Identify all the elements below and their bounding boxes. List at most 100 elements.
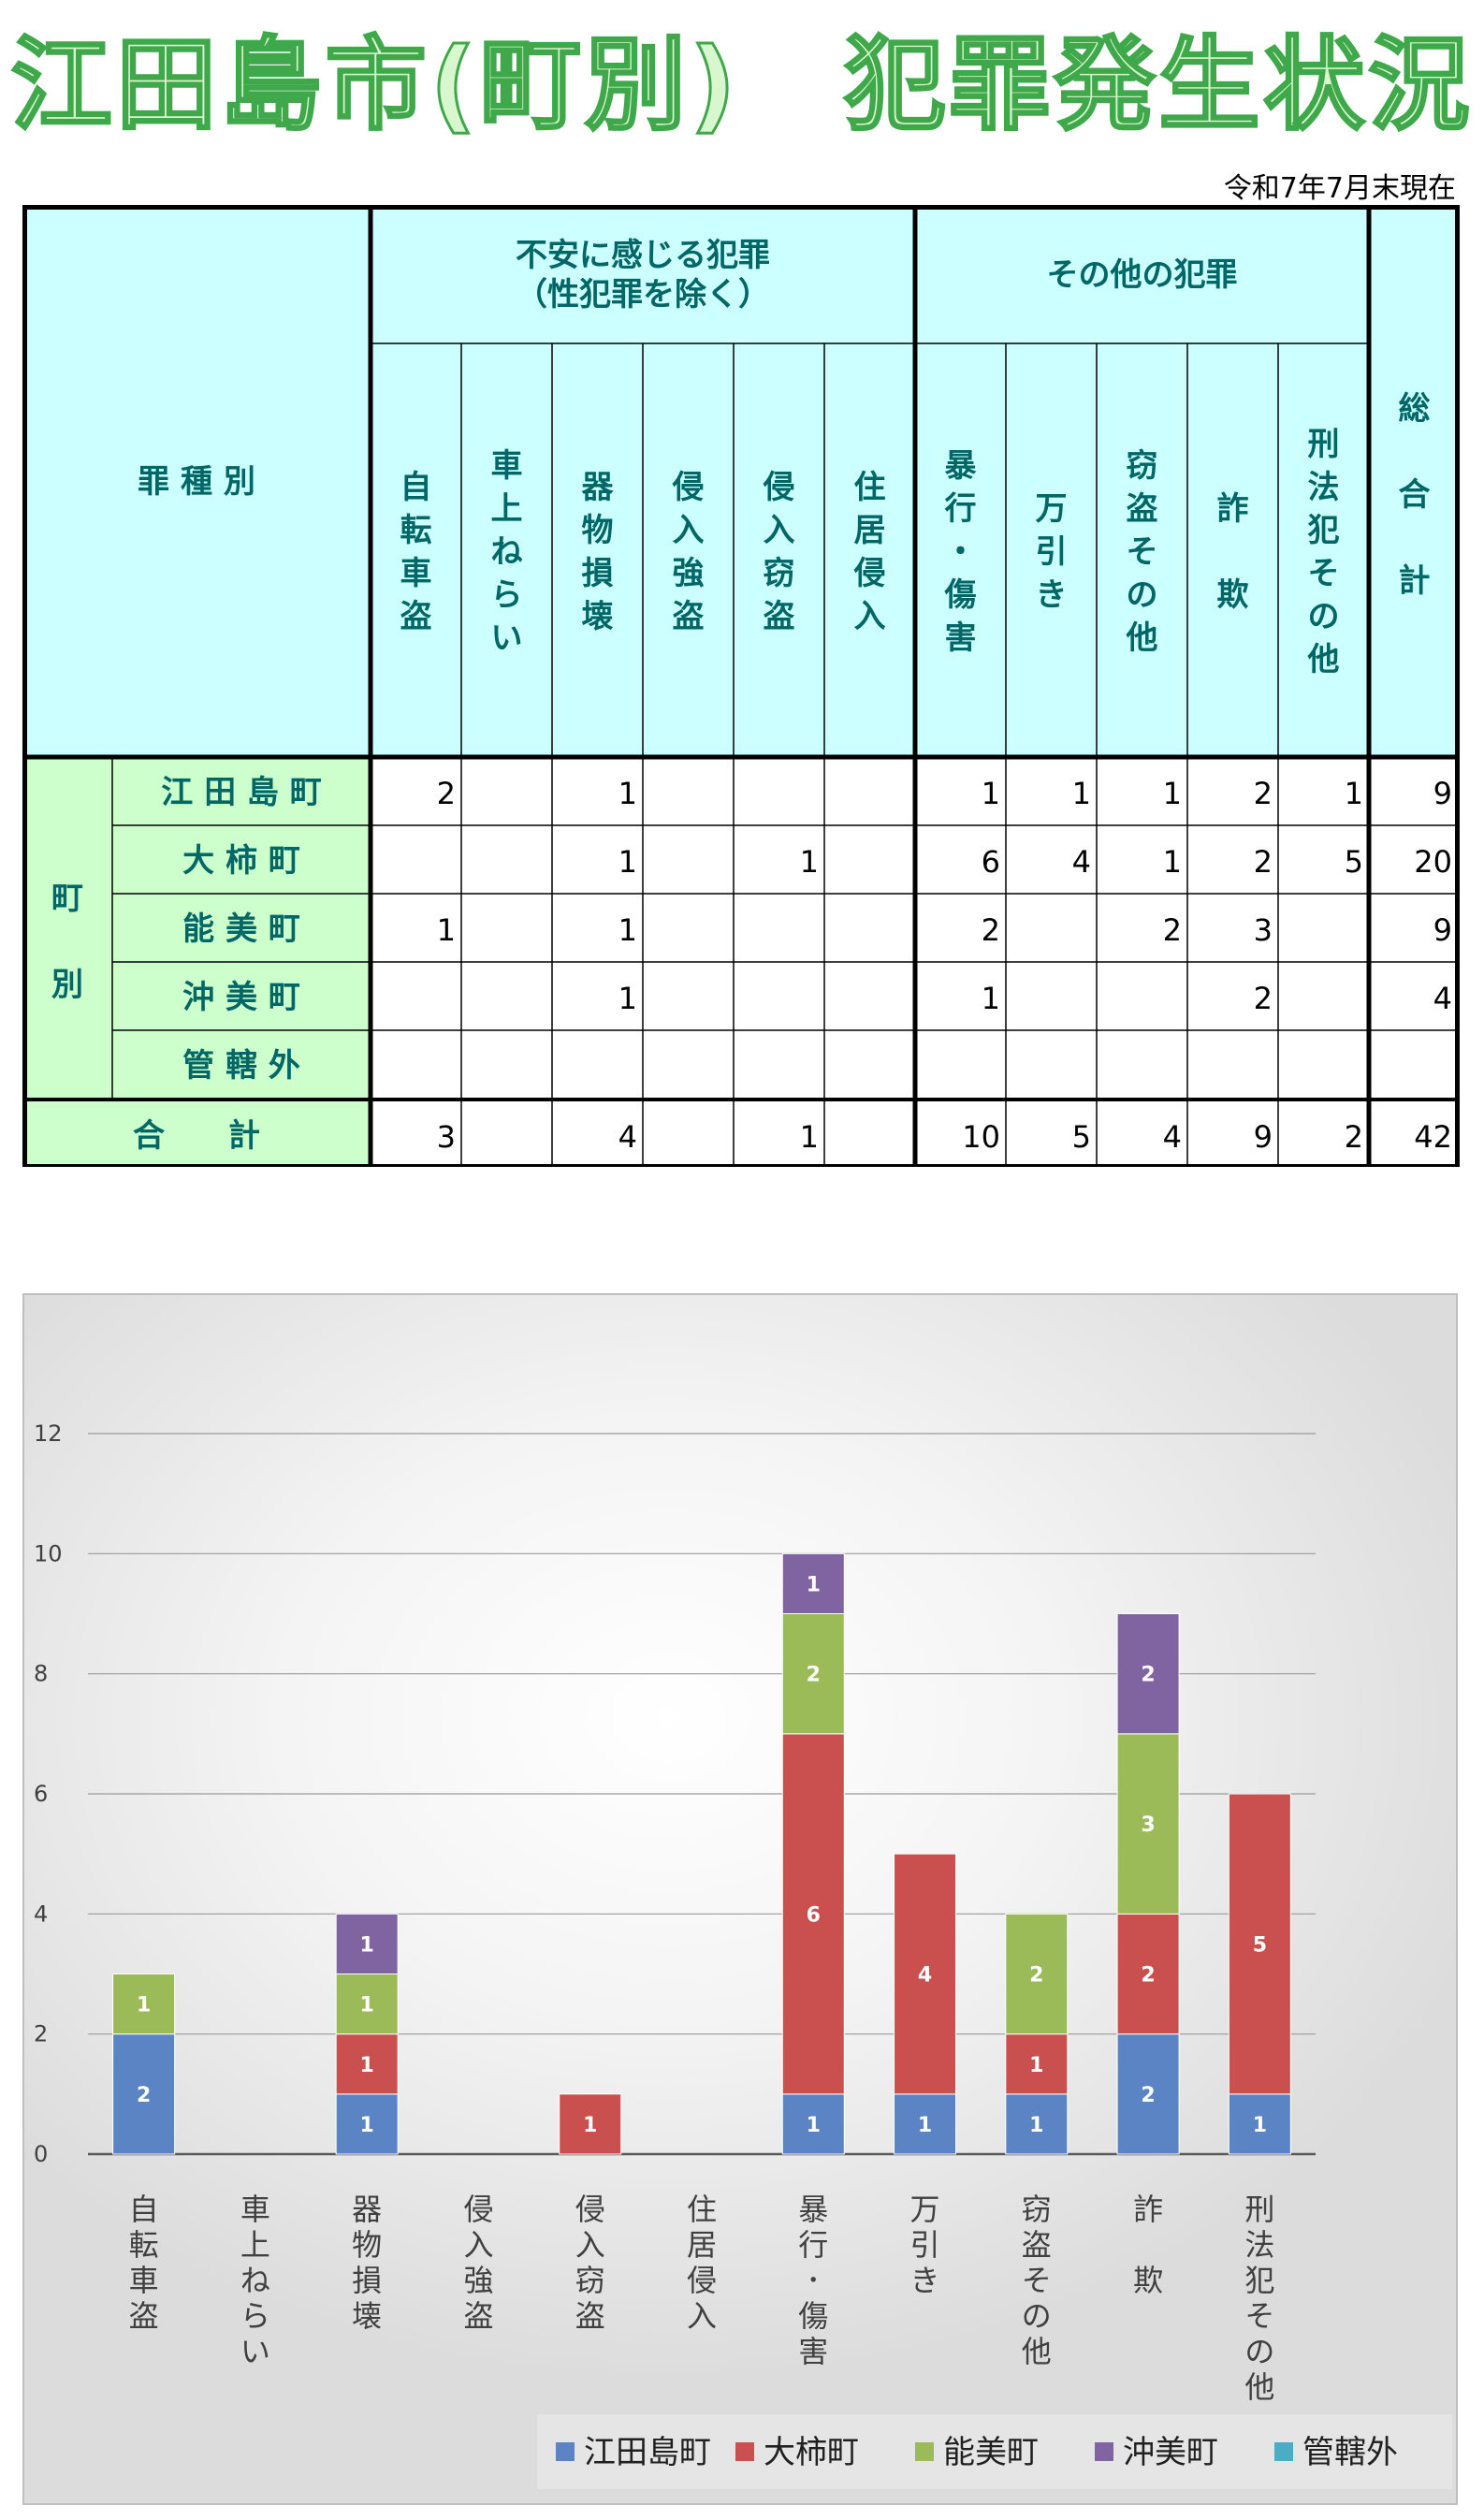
bar-data-label: 1 [918, 2114, 932, 2137]
bar-data-label: 5 [1253, 1933, 1267, 1957]
bar-data-label: 1 [360, 1933, 374, 1957]
legend-label: 管轄外 [1302, 2434, 1398, 2471]
bar-segment [781, 1613, 845, 1735]
y-tick-label: 0 [34, 2141, 48, 2167]
table-cell-value: 3 [437, 1119, 456, 1155]
table-cell-value: 10 [962, 1119, 1000, 1155]
bar-data-label: 4 [918, 1964, 932, 1988]
bar-segment [781, 1733, 845, 2095]
bar-segment [559, 2093, 622, 2155]
column-header: 自転車盗 [400, 469, 432, 635]
group-header: 不安に感じる犯罪（性犯罪を除く） [516, 237, 770, 313]
row-label: 沖 美 町 [182, 979, 300, 1016]
table-cell-value: 2 [1254, 981, 1273, 1016]
legend: 江田島町 大柿町 能美町 沖美町 管轄外 [537, 2414, 1452, 2489]
bar-data-label: 2 [137, 2084, 151, 2107]
legend-swatch [1095, 2442, 1113, 2461]
total-header: 総合計 [1399, 390, 1431, 600]
table-cell-value: 1 [1072, 776, 1091, 811]
table-cell-value: 2 [1254, 776, 1273, 811]
legend-label: 沖美町 [1123, 2434, 1218, 2471]
sum-row-label: 合 計 [133, 1117, 260, 1155]
legend-label: 能美町 [943, 2434, 1039, 2471]
row-total-value: 9 [1433, 776, 1452, 811]
column-header: 器物損壊 [582, 469, 615, 635]
x-tick-label: 侵入窃盗 [575, 2192, 605, 2334]
table-cell-value: 4 [618, 1119, 637, 1155]
x-tick-label: 住居侵入 [687, 2192, 717, 2334]
corner-label: 罪 種 別 [138, 463, 255, 501]
x-tick-label: 車上ねらい [240, 2192, 270, 2369]
legend-swatch [556, 2442, 575, 2461]
table-cell-value: 2 [1345, 1119, 1363, 1155]
group-header: その他の犯罪 [1047, 256, 1238, 294]
column-header: 暴行・傷害 [944, 447, 977, 657]
crime-table: 罪 種 別 不安に感じる犯罪（性犯罪を除く） その他の犯罪自転車盗 車上ねらい 器物損壊… [22, 205, 1460, 1171]
table-cell-value: 1 [618, 981, 637, 1016]
bar-segment [1228, 2093, 1291, 2155]
as-of-date: 令和7年7月末現在 [1223, 172, 1456, 205]
bar-data-label: 1 [807, 1573, 821, 1596]
bar-segment [1005, 2033, 1069, 2095]
column-header: 侵入窃盗 [763, 469, 795, 635]
x-tick-label: 窃盗その他 [1022, 2192, 1052, 2369]
table-header-bg [22, 205, 1460, 757]
legend-swatch [735, 2442, 754, 2461]
legend-label: 江田島町 [584, 2434, 711, 2471]
bar-segment [781, 2093, 845, 2155]
table-cell-value: 1 [618, 844, 637, 880]
bar-segment [1116, 1733, 1180, 1915]
bar-segment [894, 2093, 957, 2155]
bar-data-label: 6 [807, 1903, 821, 1927]
bar-data-label: 2 [1141, 2084, 1155, 2107]
bar-segment [1116, 1613, 1180, 1735]
table-cell-value: 1 [618, 912, 637, 948]
table-cell-value: 3 [1254, 912, 1273, 948]
bar-segment [112, 1974, 176, 2035]
y-tick-label: 6 [34, 1781, 48, 1807]
bar-segment [1116, 2033, 1180, 2155]
legend-label: 大柿町 [764, 2434, 859, 2471]
x-tick-label: 詐欺 [1133, 2192, 1163, 2298]
bar-segment [1228, 1793, 1291, 2095]
bar-data-label: 2 [1141, 1964, 1155, 1988]
table-cell-value: 9 [1254, 1119, 1273, 1155]
y-tick-label: 12 [34, 1420, 63, 1447]
table-cell-value: 4 [1163, 1119, 1182, 1155]
y-tick-label: 2 [34, 2021, 48, 2047]
x-tick-label: 刑法犯その他 [1244, 2192, 1274, 2405]
bar-segment [335, 1913, 399, 1974]
bar-segment [112, 2033, 176, 2155]
bar-segment [335, 2033, 399, 2095]
bar-data-label: 1 [1029, 2114, 1043, 2137]
bar-data-label: 1 [583, 2114, 597, 2137]
legend-swatch [1274, 2442, 1293, 2461]
bar-data-label: 1 [807, 2114, 821, 2137]
bar-segment [1005, 2093, 1069, 2155]
table-cell-value: 2 [982, 912, 1000, 948]
table-cell-value: 1 [982, 776, 1000, 811]
column-header: 住居侵入 [853, 469, 886, 635]
x-tick-label: 器物損壊 [352, 2192, 382, 2334]
table-cell-value: 1 [1345, 776, 1363, 811]
table-cell-value: 1 [618, 776, 637, 811]
bar-data-label: 2 [1141, 1664, 1155, 1687]
x-tick-label: 暴行･傷害 [798, 2192, 828, 2369]
stacked-bar-chart: 02468101221自転車盗車上ねらい1111器物損壊侵入強盗1侵入窃盗住居侵… [34, 1420, 1452, 2489]
x-tick-label: 万引き [910, 2192, 940, 2298]
row-label: 大 柿 町 [182, 842, 300, 880]
bar-data-label: 1 [360, 2054, 374, 2077]
legend-swatch [915, 2442, 934, 2461]
table-cell-value: 1 [1163, 776, 1182, 811]
bar-data-label: 1 [360, 2114, 374, 2137]
bar-segment [335, 1974, 399, 2035]
column-header: 車上ねらい [491, 447, 523, 657]
column-header: 万引き [1036, 490, 1068, 614]
table-cell-value: 2 [1254, 844, 1273, 880]
row-group-label: 町別 [51, 880, 83, 1003]
bar-segment [781, 1552, 845, 1615]
table-cell-value: 1 [800, 1119, 819, 1155]
x-tick-label: 自転車盗 [129, 2192, 159, 2334]
table-cell-value: 1 [437, 912, 456, 948]
